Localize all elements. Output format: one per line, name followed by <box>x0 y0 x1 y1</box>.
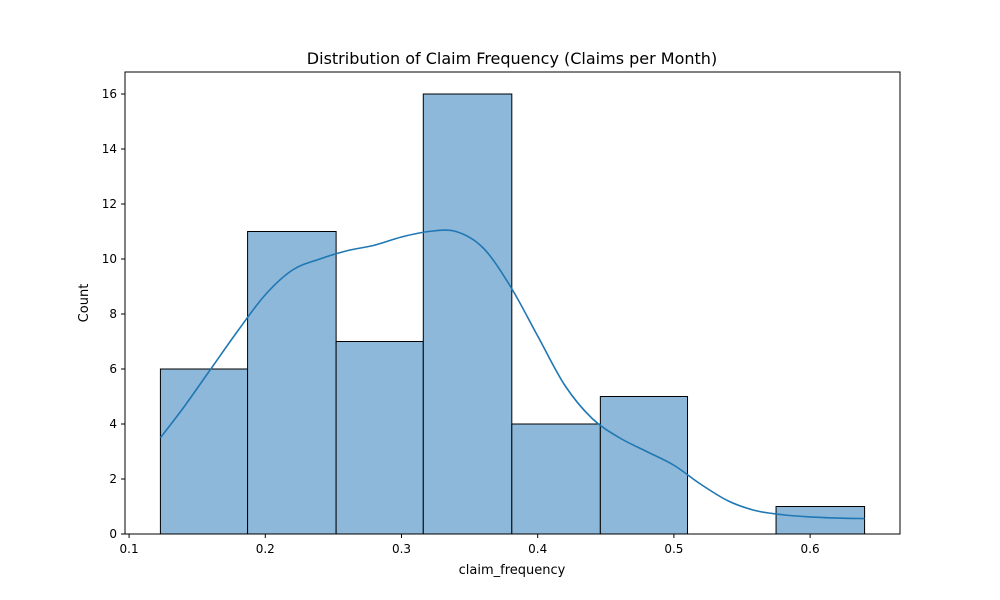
x-tick-label: 0.3 <box>392 542 411 556</box>
y-tick-label: 14 <box>102 142 117 156</box>
y-tick-label: 0 <box>109 527 117 541</box>
kde-line <box>159 229 865 520</box>
histogram-bar-3 <box>422 93 513 535</box>
y-tick-label: 12 <box>102 197 117 211</box>
histogram-bar-0 <box>159 368 249 535</box>
chart-title: Distribution of Claim Frequency (Claims … <box>307 49 717 68</box>
y-tick-label: 4 <box>109 417 117 431</box>
y-tick-label: 8 <box>109 307 117 321</box>
plot-frame <box>124 71 901 535</box>
x-tick-label: 0.4 <box>528 542 547 556</box>
y-tick-label: 2 <box>109 472 117 486</box>
x-tick-label: 0.1 <box>120 542 139 556</box>
kde-group <box>159 229 865 520</box>
histogram-bar-2 <box>335 341 424 535</box>
x-axis-label: claim_frequency <box>459 563 566 578</box>
axes-group: 0.1 0.2 0.3 0.4 0.5 0.6 0 2 4 6 8 10 12 14 16 <box>102 87 820 556</box>
histogram-bar-7 <box>775 506 866 535</box>
y-tick-label: 6 <box>109 362 117 376</box>
y-axis-label: Count <box>77 284 92 323</box>
y-tick-label: 16 <box>102 87 117 101</box>
y-tick-label: 10 <box>102 252 117 266</box>
x-tick-label: 0.2 <box>256 542 275 556</box>
histogram-bar-4 <box>511 423 601 535</box>
bars-group <box>159 93 866 535</box>
x-tick-label: 0.5 <box>664 542 683 556</box>
histogram-bar-1 <box>247 231 337 535</box>
x-tick-label: 0.6 <box>801 542 820 556</box>
